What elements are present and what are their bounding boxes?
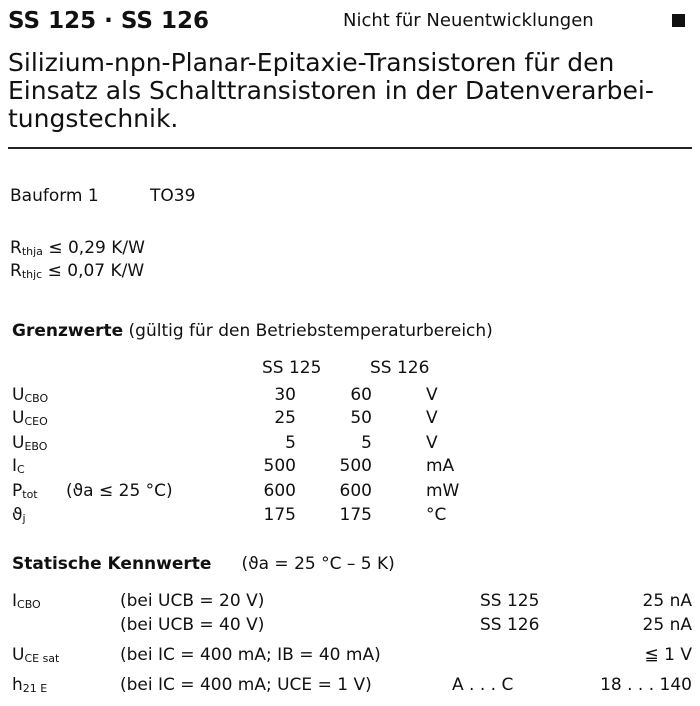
limit-unit: V	[426, 408, 438, 428]
static-value: 25 nA	[642, 615, 692, 635]
static-value: 25 nA	[642, 591, 692, 611]
limit-value-ss125: 30	[274, 385, 296, 405]
description-line: tungstechnik.	[8, 104, 179, 133]
limit-condition: (ϑa ≤ 25 °C)	[66, 481, 173, 501]
limit-value-ss125: 175	[263, 505, 296, 525]
static-value: ≦ 1 V	[644, 645, 693, 665]
column-header: SS 125	[262, 358, 322, 378]
static-condition: (bei UCB = 40 V)	[120, 615, 265, 635]
static-type: SS 126	[480, 615, 540, 635]
description-line: Einsatz als Schalttransistoren in der Da…	[8, 76, 654, 105]
limit-value-ss125: 500	[263, 456, 296, 476]
package-value: TO39	[150, 186, 196, 206]
limit-unit: mW	[426, 481, 460, 501]
limit-unit: V	[426, 433, 438, 453]
limit-value-ss125: 600	[263, 481, 296, 501]
limit-value-ss126: 175	[339, 505, 372, 525]
divider	[8, 147, 692, 149]
static-symbol: h21 E	[12, 675, 48, 695]
limit-symbol: ϑj	[12, 505, 26, 525]
status-note: Nicht für Neuentwicklungen	[343, 10, 594, 31]
static-symbol: ICBO	[12, 591, 41, 611]
static-type: SS 125	[480, 591, 540, 611]
column-header: SS 126	[370, 358, 430, 378]
limit-symbol: UCBO	[12, 385, 49, 405]
package-label: Bauform 1	[10, 186, 99, 206]
page-title: SS 125 · SS 126	[8, 8, 209, 34]
limits-heading: Grenzwerte (gültig für den Betriebstempe…	[12, 321, 493, 341]
static-type: A . . . C	[452, 675, 514, 695]
limit-symbol: UCEO	[12, 408, 48, 428]
limit-unit: V	[426, 385, 438, 405]
limit-value-ss126: 600	[339, 481, 372, 501]
limit-symbol: UEBO	[12, 433, 48, 453]
limit-value-ss125: 25	[274, 408, 296, 428]
limit-unit: mA	[426, 456, 455, 476]
limit-value-ss126: 5	[361, 433, 372, 453]
limit-value-ss126: 500	[339, 456, 372, 476]
static-value: 18 . . . 140	[600, 675, 692, 695]
static-condition: (bei IC = 400 mA; IB = 40 mA)	[120, 645, 381, 665]
static-symbol: UCE sat	[12, 645, 60, 665]
static-condition: (bei IC = 400 mA; UCE = 1 V)	[120, 675, 372, 695]
thermal-resistance-jc: Rthjc ≤ 0,07 K/W	[10, 261, 145, 281]
description-line: Silizium-npn-Planar-Epitaxie-Transistore…	[8, 48, 615, 77]
thermal-resistance-ja: Rthja ≤ 0,29 K/W	[10, 238, 145, 258]
limit-symbol: IC	[12, 456, 25, 476]
limit-unit: °C	[426, 505, 447, 525]
limit-value-ss125: 5	[285, 433, 296, 453]
static-condition: (bei UCB = 20 V)	[120, 591, 265, 611]
limit-value-ss126: 50	[350, 408, 372, 428]
limit-symbol: Ptot	[12, 481, 38, 501]
static-heading: Statische Kennwerte (ϑa = 25 °C – 5 K)	[12, 554, 395, 574]
limit-value-ss126: 60	[350, 385, 372, 405]
black-square-icon	[672, 14, 685, 27]
